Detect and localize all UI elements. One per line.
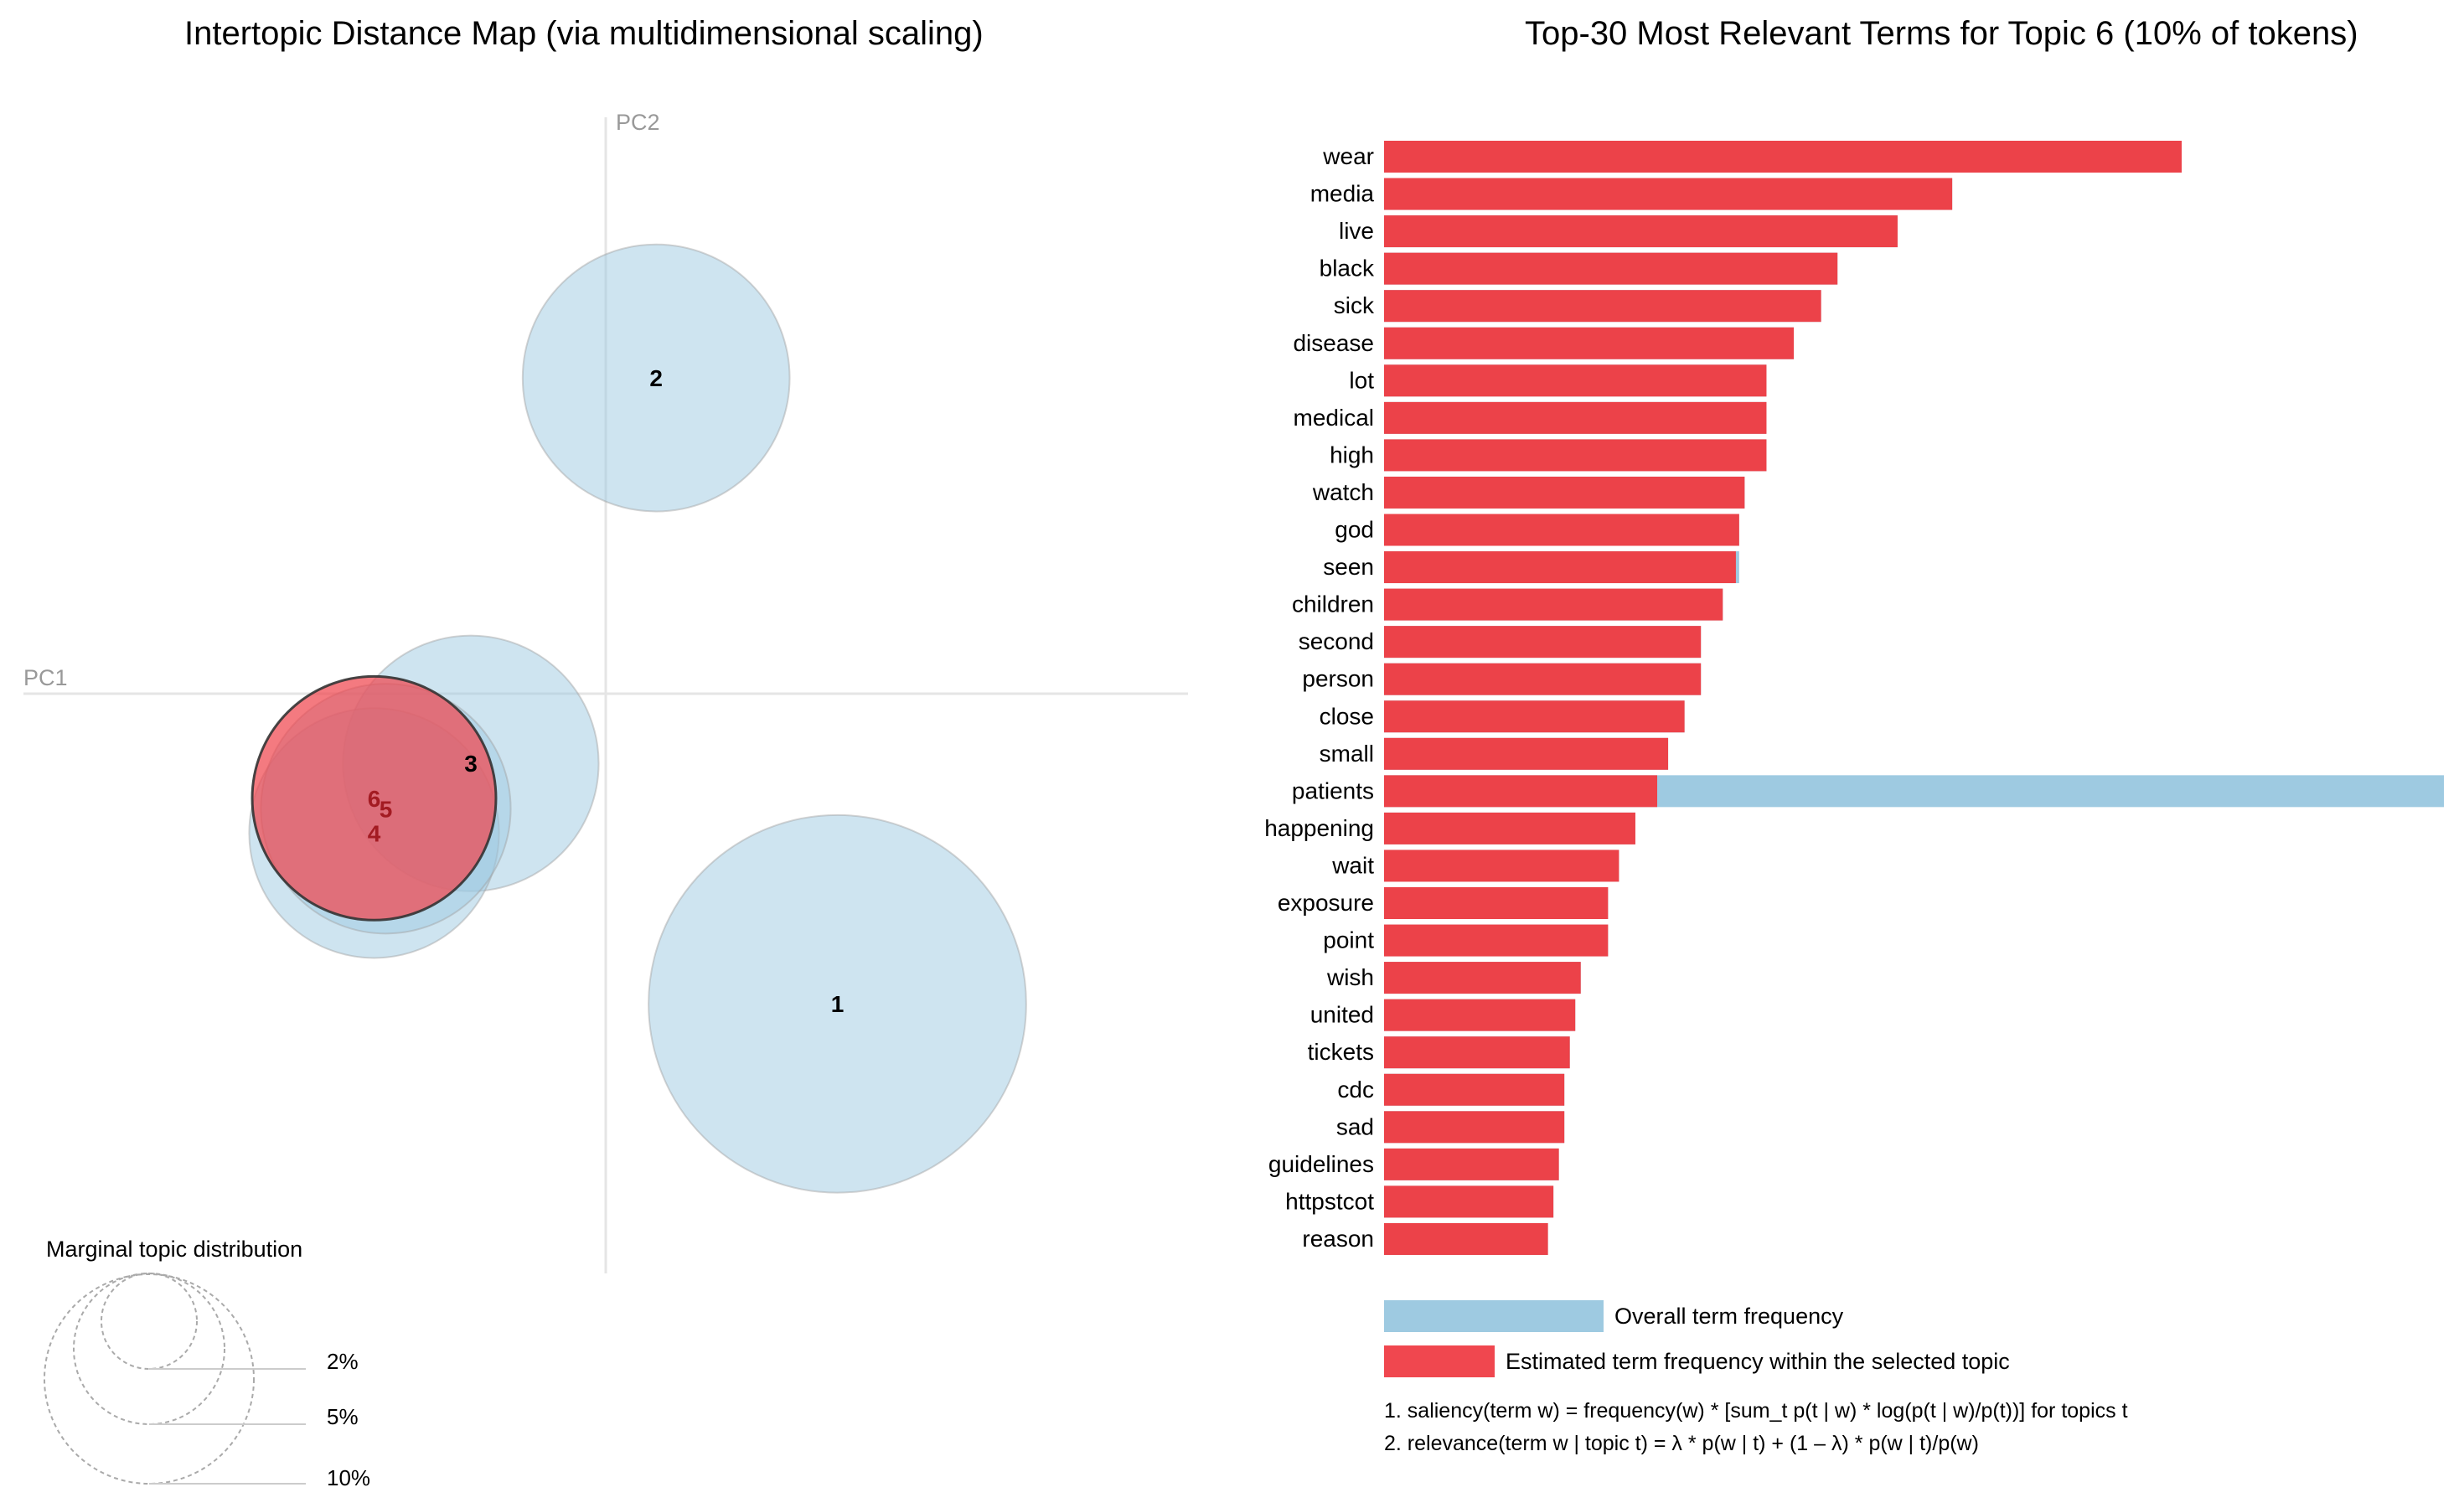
estimated-bar-wish[interactable]: [1384, 962, 1581, 994]
estimated-bar-exposure[interactable]: [1384, 887, 1609, 919]
topic-label-4: 4: [368, 820, 381, 846]
term-label-happening[interactable]: happening: [1264, 815, 1374, 841]
term-label-httpstcot[interactable]: httpstcot: [1285, 1188, 1374, 1214]
term-label-united[interactable]: united: [1310, 1002, 1374, 1028]
estimated-bar-disease[interactable]: [1384, 327, 1795, 359]
marginal-circle-5: [73, 1273, 225, 1425]
term-label-high[interactable]: high: [1330, 442, 1374, 467]
topic-circle-1[interactable]: [648, 813, 1027, 1194]
estimated-bar-wear[interactable]: [1384, 141, 2182, 173]
topic-label-2: 2: [649, 365, 663, 391]
topic-circle-2[interactable]: [521, 243, 791, 513]
relevant-terms-chart: wear media live black sick disease lot medical h…: [1264, 141, 2444, 1455]
estimated-bar-sad[interactable]: [1384, 1111, 1565, 1144]
term-label-person[interactable]: person: [1302, 666, 1374, 692]
estimated-bar-media[interactable]: [1384, 178, 1953, 210]
term-label-lot[interactable]: lot: [1349, 367, 1374, 393]
relevance-formula: 2. relevance(term w | topic t) = λ * p(w…: [1384, 1432, 1979, 1455]
estimated-bar-close[interactable]: [1384, 700, 1685, 733]
estimated-bar-wait[interactable]: [1384, 850, 1619, 882]
bar-chart-title: Top-30 Most Relevant Terms for Topic 6 (…: [1525, 15, 2358, 52]
marginal-label-10: 10%: [327, 1465, 370, 1490]
term-label-disease[interactable]: disease: [1293, 330, 1374, 356]
estimated-bar-watch[interactable]: [1384, 476, 1745, 509]
estimated-bar-httpstcot[interactable]: [1384, 1185, 1554, 1218]
term-label-wait[interactable]: wait: [1331, 852, 1374, 878]
estimated-bar-sick[interactable]: [1384, 290, 1821, 323]
topic-label-6: 6: [368, 786, 381, 812]
term-label-reason[interactable]: reason: [1302, 1226, 1374, 1252]
term-label-patients[interactable]: patients: [1292, 777, 1374, 803]
term-label-point[interactable]: point: [1323, 927, 1374, 953]
term-label-wish[interactable]: wish: [1326, 964, 1374, 990]
term-label-wear[interactable]: wear: [1322, 143, 1374, 169]
marginal-circle-2: [101, 1273, 198, 1370]
term-label-medical[interactable]: medical: [1294, 405, 1374, 431]
estimated-bar-god[interactable]: [1384, 514, 1739, 546]
term-label-media[interactable]: media: [1310, 181, 1375, 207]
estimated-bar-tickets[interactable]: [1384, 1036, 1570, 1069]
estimated-bar-seen[interactable]: [1384, 551, 1736, 584]
estimated-bar-united[interactable]: [1384, 999, 1576, 1031]
estimated-bar-high[interactable]: [1384, 439, 1767, 472]
map-title: Intertopic Distance Map (via multidimens…: [184, 15, 984, 52]
saliency-formula: 1. saliency(term w) = frequency(w) * [su…: [1384, 1399, 2128, 1423]
estimated-bar-live[interactable]: [1384, 215, 1898, 248]
estimated-bar-lot[interactable]: [1384, 364, 1767, 397]
term-label-seen[interactable]: seen: [1323, 554, 1374, 580]
estimated-bar-black[interactable]: [1384, 252, 1838, 285]
term-label-tickets[interactable]: tickets: [1308, 1039, 1374, 1065]
topic-circle-6[interactable]: [251, 674, 498, 922]
estimated-bar-medical[interactable]: [1384, 401, 1767, 434]
marginal-legend: 2% 5% 10%: [44, 1273, 370, 1490]
estimated-bar-cdc[interactable]: [1384, 1073, 1565, 1106]
term-label-watch[interactable]: watch: [1312, 479, 1374, 505]
term-label-close[interactable]: close: [1320, 703, 1374, 729]
term-label-live[interactable]: live: [1339, 218, 1374, 244]
topic-label-1: 1: [831, 991, 845, 1017]
term-label-guidelines[interactable]: guidelines: [1268, 1151, 1374, 1177]
marginal-label-2: 2%: [327, 1349, 359, 1374]
term-label-god[interactable]: god: [1335, 517, 1374, 543]
pc1-label: PC1: [23, 665, 68, 690]
estimated-bar-reason[interactable]: [1384, 1222, 1548, 1255]
term-label-second[interactable]: second: [1299, 628, 1374, 654]
term-label-children[interactable]: children: [1292, 591, 1374, 617]
estimated-bar-person[interactable]: [1384, 663, 1702, 695]
term-label-cdc[interactable]: cdc: [1337, 1077, 1374, 1103]
estimated-bar-small[interactable]: [1384, 737, 1669, 770]
term-label-black[interactable]: black: [1320, 256, 1375, 281]
term-label-small[interactable]: small: [1320, 741, 1374, 767]
legend-overall-label: Overall term frequency: [1614, 1304, 1844, 1329]
topic-label-3: 3: [464, 751, 478, 777]
legend-estimated-label: Estimated term frequency within the sele…: [1506, 1349, 2010, 1374]
topic-label-5: 5: [380, 796, 393, 822]
term-label-exposure[interactable]: exposure: [1278, 890, 1374, 916]
estimated-bar-guidelines[interactable]: [1384, 1148, 1559, 1180]
estimated-bar-patients[interactable]: [1384, 775, 1658, 808]
estimated-bar-second[interactable]: [1384, 626, 1702, 658]
marginal-circle-10: [44, 1273, 255, 1485]
estimated-bar-point[interactable]: [1384, 924, 1609, 957]
legend-estimated-swatch: [1384, 1345, 1495, 1377]
term-label-sick[interactable]: sick: [1334, 292, 1375, 318]
marginal-title: Marginal topic distribution: [46, 1237, 302, 1262]
estimated-bar-children[interactable]: [1384, 588, 1723, 621]
term-label-sad[interactable]: sad: [1336, 1113, 1374, 1139]
intertopic-map: PC1 PC2 1 2 3 456 Marginal topic distributi…: [23, 110, 1188, 1490]
pc2-label: PC2: [616, 110, 660, 135]
marginal-label-5: 5%: [327, 1404, 359, 1429]
estimated-bar-happening[interactable]: [1384, 812, 1635, 844]
legend-overall-swatch: [1384, 1300, 1604, 1332]
